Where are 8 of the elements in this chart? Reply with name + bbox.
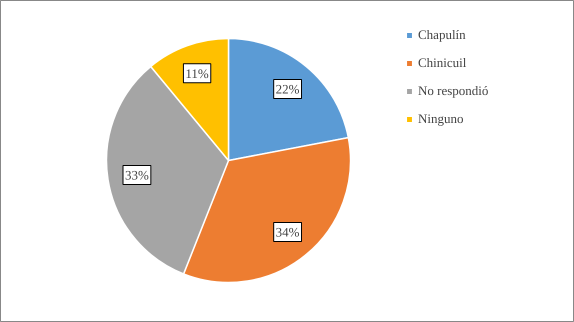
- legend-label: Chapulín: [418, 27, 466, 43]
- data-label: 33%: [125, 168, 150, 183]
- data-label: 11%: [185, 66, 209, 81]
- data-label: 22%: [276, 82, 300, 97]
- legend-label: Chinicuil: [418, 55, 466, 71]
- legend-label: Ninguno: [418, 111, 464, 127]
- legend-label: No respondió: [418, 83, 488, 99]
- data-label: 34%: [276, 224, 300, 240]
